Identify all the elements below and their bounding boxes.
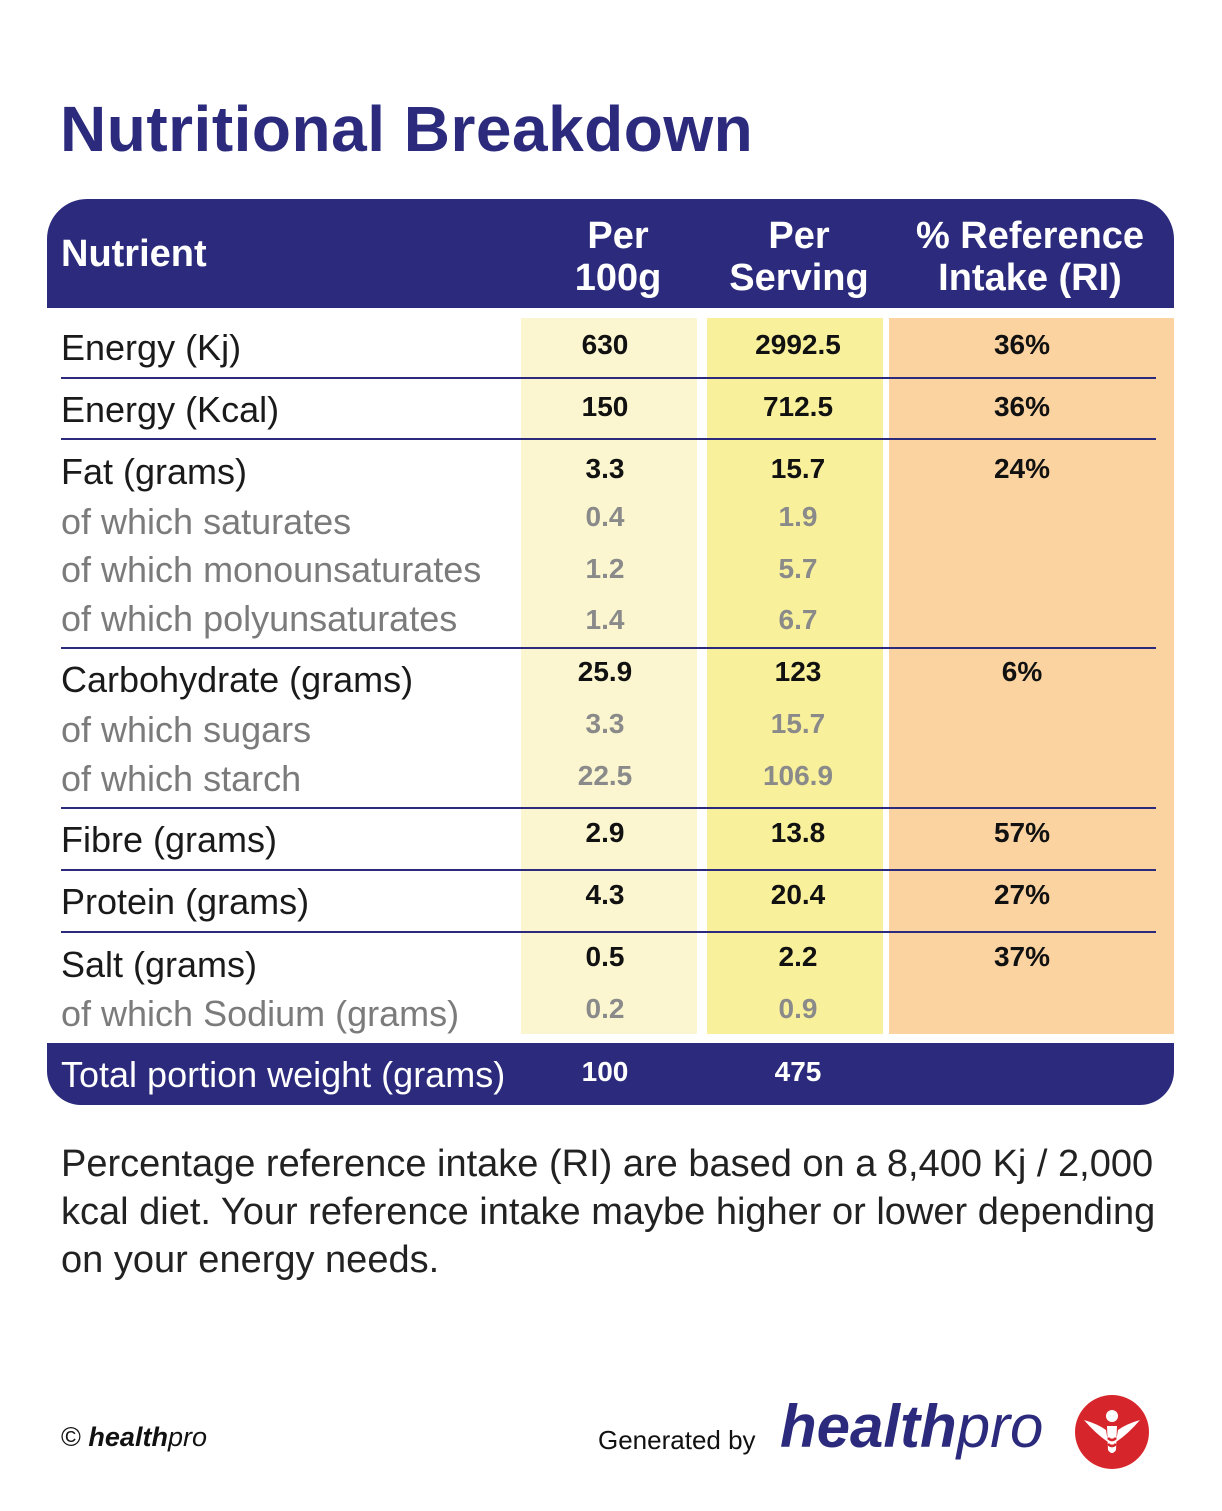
cell-reference-intake: 36% <box>993 391 1051 422</box>
healthpro-figure-logo-icon <box>1075 1395 1149 1469</box>
cell-per-100g: 1.4 <box>585 604 625 635</box>
cell-per-serving: 5.7 <box>778 553 818 584</box>
row-label: Energy (Kj) <box>61 327 242 368</box>
brand-bold: health <box>780 1393 957 1460</box>
per-serving-column-background <box>707 318 883 1034</box>
cell-per-100g: 25.9 <box>577 656 633 687</box>
cell-reference-intake: 27% <box>993 879 1051 910</box>
cell-per-serving: 2.2 <box>778 941 818 972</box>
row-divider <box>61 869 1156 871</box>
row-label: Energy (Kcal) <box>61 389 280 430</box>
row-divider <box>61 647 1156 649</box>
row-label: Fat (grams) <box>61 451 248 492</box>
cell-reference-intake: 24% <box>993 453 1051 484</box>
header-per-serving-line2: Serving <box>729 257 869 299</box>
cell-per-100g: 3.3 <box>585 453 625 484</box>
cell-per-serving: 13.8 <box>770 817 826 848</box>
cell-per-100g: 0.4 <box>585 501 625 532</box>
row-label: of which monounsaturates <box>61 549 482 590</box>
copyright: © healthpro <box>61 1422 207 1453</box>
copyright-brand-rest: pro <box>167 1422 207 1452</box>
row-divider <box>61 931 1156 933</box>
row-label: Carbohydrate (grams) <box>61 659 414 700</box>
total-label: Total portion weight (grams) <box>61 1054 506 1095</box>
cell-per-serving: 2992.5 <box>755 329 841 360</box>
total-per-100g: 100 <box>581 1056 629 1087</box>
cell-per-100g: 150 <box>581 391 629 422</box>
cell-per-100g: 4.3 <box>585 879 625 910</box>
header-per-100g: Per 100g <box>536 215 700 299</box>
cell-per-serving: 0.9 <box>778 993 818 1024</box>
brand-wordmark: healthpro <box>780 1392 1043 1461</box>
generated-by-label: Generated by <box>598 1425 756 1455</box>
header-ri-line1: % Reference <box>915 215 1145 257</box>
cell-reference-intake: 37% <box>993 941 1051 972</box>
per100g-column-background <box>521 318 697 1034</box>
cell-per-serving: 1.9 <box>778 501 818 532</box>
cell-per-100g: 1.2 <box>585 553 625 584</box>
header-ri-line2: Intake (RI) <box>938 257 1122 299</box>
reference-intake-note: Percentage reference intake (RI) are bas… <box>61 1143 1156 1281</box>
header-per-serving: Per Serving <box>717 215 881 299</box>
row-label: of which Sodium (grams) <box>61 993 460 1034</box>
header-per-100g-line1: Per <box>587 215 649 257</box>
cell-per-100g: 22.5 <box>577 760 633 791</box>
cell-per-serving: 123 <box>774 656 822 687</box>
cell-per-100g: 2.9 <box>585 817 625 848</box>
page-title: Nutritional Breakdown <box>60 93 754 165</box>
cell-per-serving: 712.5 <box>762 391 834 422</box>
row-label: of which polyunsaturates <box>61 598 458 639</box>
cell-reference-intake: 36% <box>993 329 1051 360</box>
cell-per-100g: 630 <box>581 329 629 360</box>
row-divider <box>61 377 1156 379</box>
cell-reference-intake: 57% <box>993 817 1051 848</box>
copyright-symbol: © <box>61 1422 81 1452</box>
row-label: Protein (grams) <box>61 881 310 922</box>
header-per-serving-line1: Per <box>768 215 830 257</box>
cell-per-100g: 3.3 <box>585 708 625 739</box>
header-reference-intake: % Reference Intake (RI) <box>895 215 1165 299</box>
total-per-serving: 475 <box>774 1056 822 1087</box>
header-per-100g-line2: 100g <box>574 257 662 299</box>
cell-per-serving: 6.7 <box>778 604 818 635</box>
total-row: Total portion weight (grams) 100 475 <box>47 1043 1174 1105</box>
cell-per-serving: 106.9 <box>762 760 834 791</box>
cell-reference-intake: 6% <box>1001 656 1043 687</box>
cell-per-serving: 20.4 <box>770 879 826 910</box>
table-header: Nutrient Per 100g Per Serving % Referenc… <box>47 199 1174 308</box>
row-label: of which sugars <box>61 709 312 750</box>
row-divider <box>61 438 1156 440</box>
cell-per-100g: 0.5 <box>585 941 625 972</box>
copyright-brand-bold: health <box>88 1422 168 1452</box>
row-divider <box>61 807 1156 809</box>
reference-intake-column-background <box>889 318 1174 1034</box>
row-label: Fibre (grams) <box>61 819 278 860</box>
brand-rest: pro <box>956 1393 1044 1460</box>
cell-per-serving: 15.7 <box>770 453 826 484</box>
header-nutrient: Nutrient <box>61 233 207 275</box>
cell-per-serving: 15.7 <box>770 708 826 739</box>
row-label: of which starch <box>61 758 302 799</box>
row-label: of which saturates <box>61 501 352 542</box>
row-label: Salt (grams) <box>61 944 258 985</box>
cell-per-100g: 0.2 <box>585 993 625 1024</box>
